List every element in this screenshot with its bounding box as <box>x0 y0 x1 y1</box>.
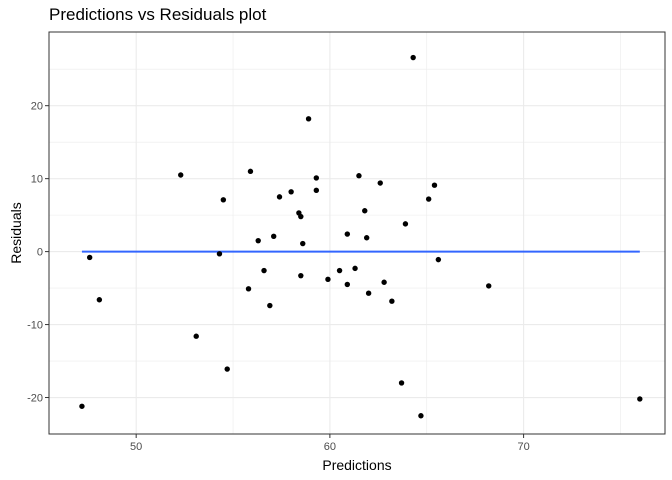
data-point <box>352 265 358 272</box>
data-point <box>344 281 351 288</box>
x-axis-title: Predictions <box>322 457 391 473</box>
panel-border <box>48 31 666 435</box>
data-point <box>486 283 492 289</box>
data-point <box>305 116 312 122</box>
x-tick-label: 70 <box>517 441 529 453</box>
panel-background <box>49 32 665 434</box>
x-tick-label: 50 <box>130 441 142 453</box>
data-point <box>336 267 343 274</box>
data-point <box>431 182 438 188</box>
data-point <box>86 254 93 261</box>
data-point <box>245 286 252 292</box>
data-point <box>313 175 320 181</box>
data-point <box>356 173 362 179</box>
data-point <box>224 366 230 372</box>
data-point <box>300 240 306 247</box>
data-point <box>363 235 370 241</box>
data-point <box>418 413 424 419</box>
y-tick-label: -20 <box>27 393 43 405</box>
data-point <box>637 396 643 402</box>
y-tick-label: 10 <box>31 174 43 186</box>
data-point <box>298 213 304 220</box>
data-point <box>313 187 320 194</box>
data-point <box>261 267 267 274</box>
y-axis-title: Residuals <box>8 202 24 263</box>
chart-title: Predictions vs Residuals plot <box>49 5 267 24</box>
data-point <box>79 403 85 409</box>
data-point <box>325 276 331 283</box>
data-point <box>362 208 368 214</box>
data-point <box>276 194 283 200</box>
data-point <box>402 221 409 227</box>
data-point <box>365 290 372 296</box>
x-axis-ticks: 50 60 70 <box>130 434 530 453</box>
data-point <box>247 168 254 175</box>
data-point <box>298 272 304 279</box>
data-point <box>178 172 184 178</box>
data-point <box>288 189 294 195</box>
data-point <box>410 54 416 61</box>
data-point <box>425 196 432 202</box>
data-point <box>255 237 261 244</box>
y-tick-label: 20 <box>31 101 43 113</box>
y-tick-label: -10 <box>27 320 43 332</box>
data-point <box>267 302 273 309</box>
data-point <box>344 231 351 237</box>
data-point <box>96 297 103 303</box>
data-point <box>193 333 199 339</box>
data-points <box>79 54 643 419</box>
data-point <box>381 279 387 285</box>
data-point <box>271 233 277 239</box>
y-axis-ticks: -20 -10 0 10 20 <box>27 101 49 405</box>
data-point <box>389 298 395 304</box>
x-tick-label: 60 <box>324 441 336 453</box>
data-point <box>398 380 405 386</box>
y-tick-label: 0 <box>37 247 43 259</box>
data-point <box>216 251 223 257</box>
data-point <box>377 180 383 186</box>
data-point <box>220 197 227 203</box>
data-point <box>435 256 442 263</box>
